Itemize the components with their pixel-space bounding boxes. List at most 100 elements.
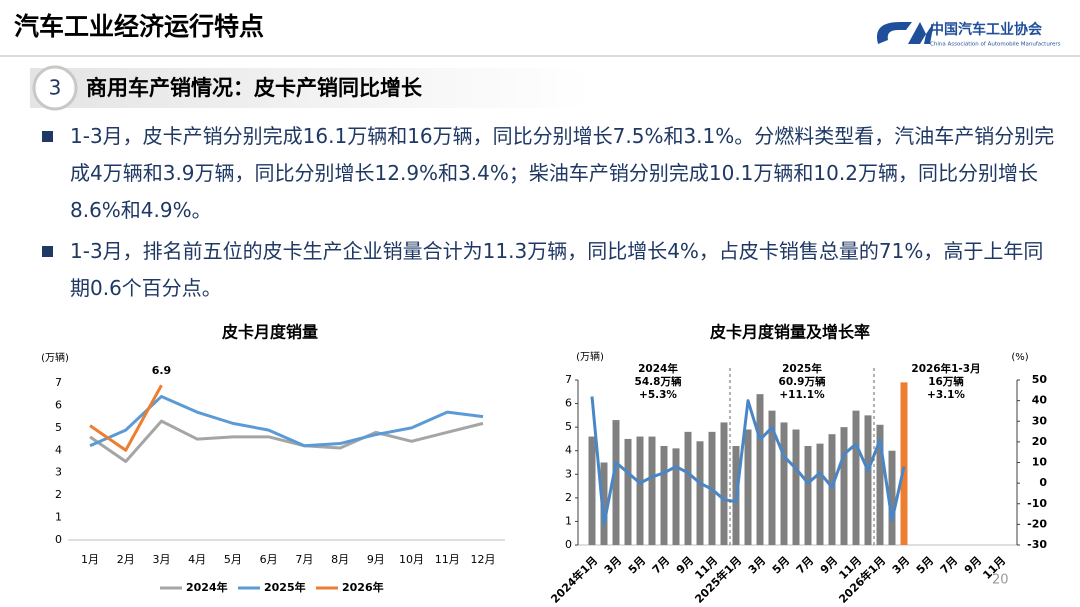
y-tick-label: 5	[565, 420, 572, 433]
bar	[648, 436, 656, 545]
x-tick-label: 10月	[399, 553, 424, 566]
logo-mark	[876, 22, 934, 44]
chart-title: 皮卡月度销量及增长率	[709, 323, 870, 342]
page-number: 20	[992, 573, 1009, 588]
bar	[672, 448, 680, 545]
x-tick-label: 5月	[770, 554, 792, 576]
bar	[828, 434, 836, 545]
bar	[852, 410, 860, 545]
y2-unit: (%)	[1011, 352, 1028, 363]
y-tick-label: 2	[565, 491, 572, 504]
bar	[816, 443, 824, 545]
chart-title: 皮卡月度销量	[221, 323, 318, 342]
y-tick-label: 3	[565, 467, 572, 480]
y2-tick-label: 40	[1032, 394, 1048, 407]
y-tick-label: 3	[55, 466, 62, 479]
y-tick-label: 7	[55, 376, 62, 389]
y-tick-label: 7	[565, 373, 572, 386]
line	[89, 394, 484, 448]
bar	[864, 415, 872, 545]
page-title: 汽车工业经济运行特点	[14, 12, 264, 41]
x-tick-label: 12月	[471, 553, 496, 566]
x-tick-label: 7月	[794, 554, 816, 576]
y-tick-label: 5	[55, 421, 62, 434]
bar	[600, 462, 608, 545]
x-tick-label: 7月	[938, 554, 960, 576]
line	[89, 384, 163, 452]
x-tick-label: 3月	[746, 554, 768, 576]
bar	[696, 441, 704, 545]
annotation: 2024年	[638, 362, 678, 375]
bullet: 1-3月，排名前五位的皮卡生产企业销量合计为11.3万辆，同比增长4%，占皮卡销…	[40, 233, 1060, 307]
section-title: 商用车产销情况：皮卡产销同比增长	[86, 76, 423, 100]
x-tick-label: 11月	[435, 553, 460, 566]
bar	[888, 450, 896, 545]
y2-tick-label: -30	[1027, 538, 1047, 551]
x-tick-label: 1月	[81, 553, 99, 566]
bar	[876, 424, 884, 545]
x-tick-label: 8月	[331, 553, 349, 566]
bar	[720, 422, 728, 545]
annotation: +3.1%	[927, 389, 965, 401]
y-tick-label: 0	[55, 533, 62, 546]
bar	[624, 438, 632, 545]
x-tick-label: 3月	[152, 553, 170, 566]
logo-cn: 中国汽车工业协会	[930, 21, 1043, 38]
y2-tick-label: -20	[1027, 517, 1047, 530]
annotation: 54.8万辆	[635, 375, 682, 388]
bullet: 1-3月，皮卡产销分别完成16.1万辆和16万辆，同比分别增长7.5%和3.1%…	[40, 118, 1060, 229]
y2-tick-label: 50	[1032, 373, 1048, 386]
x-tick-label: 3月	[890, 554, 912, 576]
section-number: 3	[49, 76, 62, 100]
y2-tick-label: 0	[1039, 476, 1047, 489]
y2-tick-label: -10	[1027, 497, 1047, 510]
y-tick-label: 1	[565, 514, 572, 527]
y-tick-label: 4	[565, 444, 572, 457]
annotation: 16万辆	[928, 375, 964, 388]
y-tick-label: 0	[565, 538, 572, 551]
logo-en: China Association of Automobile Manufact…	[930, 42, 1061, 48]
y2-tick-label: 30	[1032, 414, 1048, 427]
bar	[900, 382, 908, 545]
x-tick-label: 5月	[626, 554, 648, 576]
annotation: +5.3%	[639, 389, 677, 401]
bar	[636, 436, 644, 545]
y-tick-label: 4	[55, 443, 62, 456]
bar	[684, 431, 692, 545]
y-tick-label: 2	[55, 488, 62, 501]
x-tick-label: 6月	[260, 553, 278, 566]
bar	[792, 429, 800, 545]
annotation: 2026年1-3月	[911, 362, 980, 375]
bar	[660, 446, 668, 545]
bar	[756, 394, 764, 545]
y-tick-label: 6	[55, 398, 62, 411]
line	[89, 419, 484, 463]
y-unit: (万辆)	[576, 350, 604, 363]
bullet-list: 1-3月，皮卡产销分别完成16.1万辆和16万辆，同比分别增长7.5%和3.1%…	[40, 118, 1060, 311]
x-tick-label: 2024年1月	[548, 553, 601, 606]
bar	[612, 420, 620, 545]
bar	[588, 436, 596, 545]
section-band	[30, 68, 590, 108]
legend-label: 2025年	[264, 580, 306, 594]
bar	[768, 410, 776, 545]
y2-tick-label: 20	[1032, 435, 1048, 448]
bar	[840, 427, 848, 545]
line	[590, 396, 906, 526]
y-tick-label: 6	[565, 397, 572, 410]
x-tick-label: 4月	[188, 553, 206, 566]
annotation: 60.9万辆	[779, 375, 826, 388]
annotation: +11.1%	[779, 389, 825, 401]
annotation: 2025年	[782, 362, 822, 375]
bar	[744, 429, 752, 545]
x-tick-label: 5月	[914, 554, 936, 576]
x-tick-label: 9月	[367, 553, 385, 566]
y-unit: (万辆)	[41, 351, 69, 364]
x-tick-label: 7月	[650, 554, 672, 576]
y2-tick-label: 10	[1032, 456, 1048, 469]
data-label: 6.9	[152, 364, 172, 377]
y-tick-label: 1	[55, 511, 62, 524]
section-badge	[32, 65, 78, 111]
